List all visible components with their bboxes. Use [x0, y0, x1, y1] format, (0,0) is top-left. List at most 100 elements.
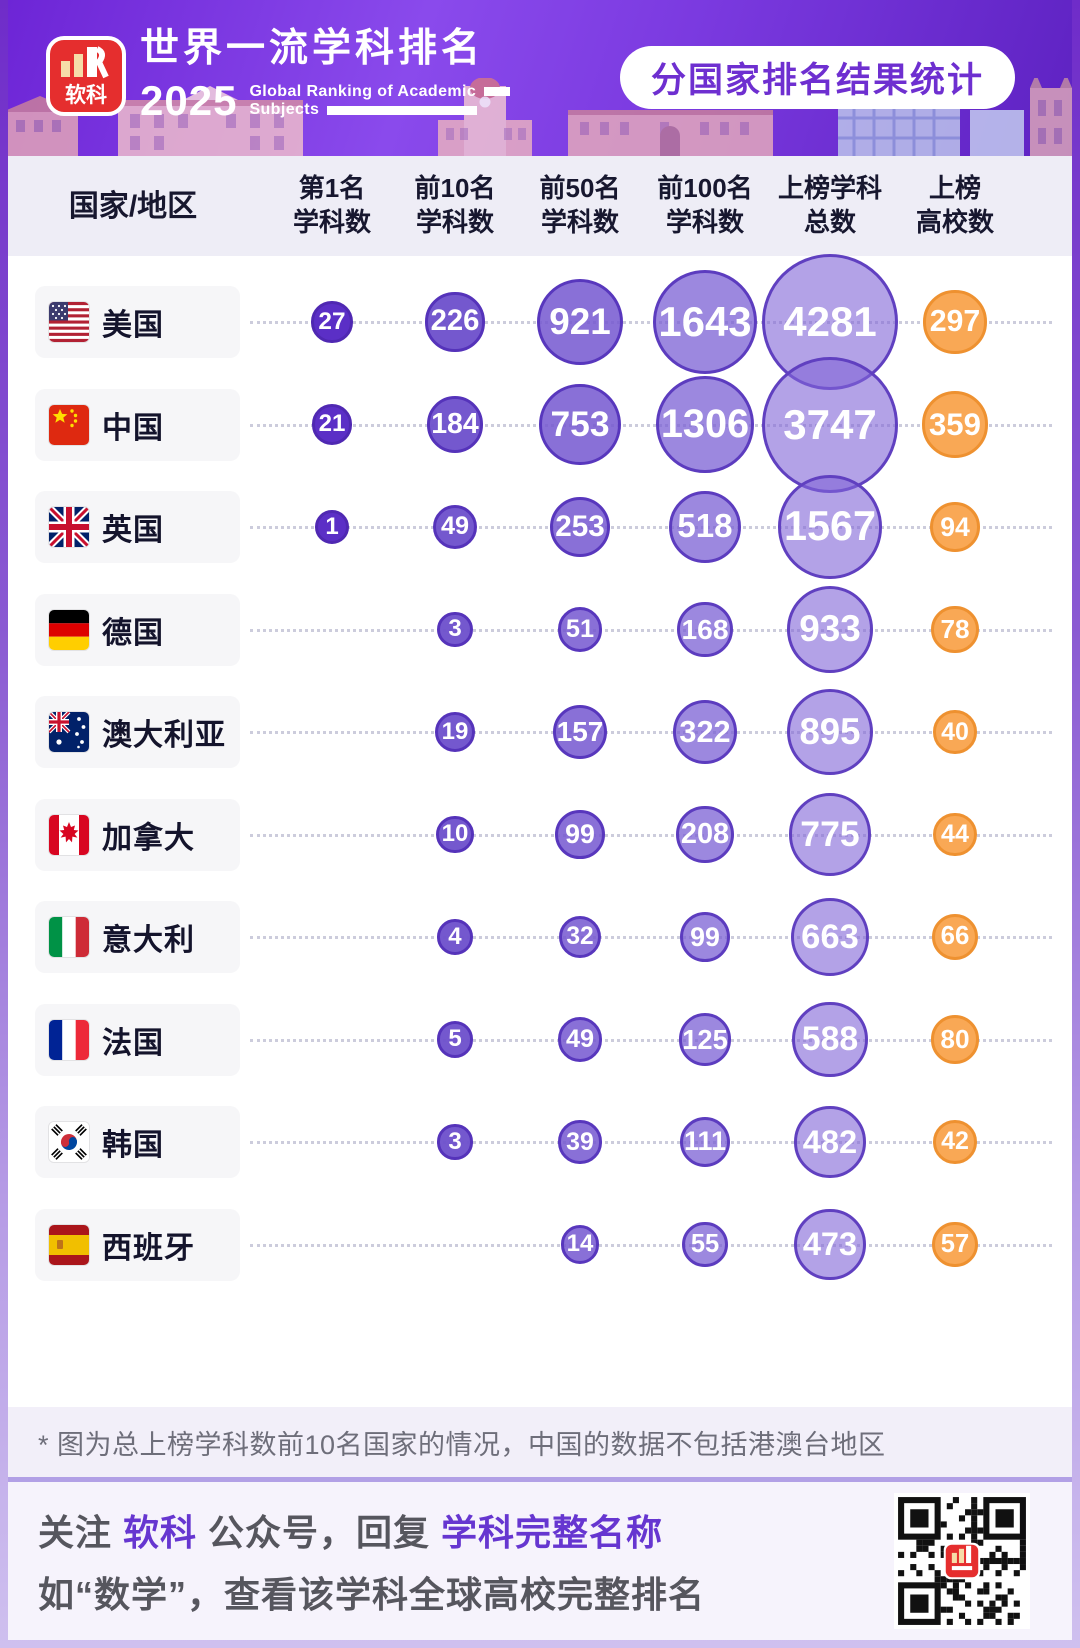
divider-line: [8, 1477, 1072, 1482]
country-chip: 法国: [35, 1003, 240, 1076]
bubble-top100: 518: [668, 490, 742, 564]
bubble-top50: 253: [549, 496, 611, 558]
title-block: 世界一流学科排名 2025 Global Ranking of Academic…: [140, 27, 511, 125]
qr-code: [894, 1493, 1030, 1629]
country-name: 加拿大: [102, 821, 195, 855]
deco-bar-icon: [327, 105, 478, 115]
bubble-total-subjects: 895: [787, 689, 873, 775]
dotted-leader: [250, 628, 1052, 632]
flag-de-icon: [49, 609, 89, 650]
flag-fr-icon: [49, 1019, 89, 1060]
bubble-top10: 226: [425, 292, 485, 352]
title-english-subtitle: Global Ranking of Academic Subjects: [249, 83, 511, 120]
bubble-total-subjects: 663: [790, 897, 870, 977]
bubble-top50: 753: [539, 383, 621, 466]
bubble-total-subjects: 775: [788, 793, 872, 876]
country-name: 韩国: [102, 1129, 164, 1162]
bubble-rank1: 1: [315, 510, 349, 544]
shanghairanking-logo: 软科: [46, 36, 126, 116]
bubble-total-subjects: 588: [792, 1001, 868, 1078]
country-chip: 英国: [35, 491, 240, 563]
footer-line-2: 如“数学”，查看该学科全球高校完整排名: [38, 1574, 706, 1615]
dotted-leader: [250, 936, 1052, 939]
bubble-universities: 66: [931, 913, 979, 961]
dotted-leader: [250, 731, 1052, 734]
table-row: 德国 3 51 168 933 78: [8, 579, 1072, 682]
country-chip: 美国: [35, 286, 240, 358]
bubble-top50: 49: [557, 1017, 603, 1062]
table-row: 加拿大 10 99 208 775 44: [8, 784, 1072, 887]
column-header-country: 国家/地区: [68, 189, 198, 223]
bubble-top50: 32: [558, 915, 602, 959]
footer-line-1: 关注 软科 公众号，回复 学科完整名称: [38, 1512, 664, 1553]
bubble-universities: 359: [921, 391, 989, 458]
column-header-rank1: 第1名 学科数: [292, 173, 371, 237]
column-header-top50: 前50名 学科数: [539, 173, 621, 237]
country-name: 意大利: [102, 924, 195, 957]
bubble-top100: 55: [682, 1221, 728, 1268]
bubble-top10: 3: [437, 611, 473, 648]
bubble-top10: 19: [435, 712, 475, 752]
country-name: 英国: [102, 514, 164, 547]
bubble-top50: 51: [557, 607, 603, 652]
country-chip: 韩国: [35, 1106, 240, 1178]
bubble-top10: 10: [436, 815, 474, 854]
dotted-leader: [250, 1141, 1052, 1144]
bubble-universities: 44: [933, 812, 977, 857]
flag-es-icon: [49, 1224, 89, 1265]
bubble-top100: 99: [680, 912, 730, 962]
table-row: 韩国 3 39 111 482 42: [8, 1091, 1072, 1194]
bubble-top100: 125: [678, 1013, 732, 1066]
country-name: 德国: [102, 616, 164, 650]
footnote-text: * 图为总上榜学科数前10名国家的情况，中国的数据不包括港澳台地区: [38, 1429, 886, 1460]
table-row: 中国 21 184 753 1306 3747 359: [8, 356, 1072, 493]
table-row: 西班牙 14 55 473 57: [8, 1194, 1072, 1297]
logo-brand-text: 软科: [65, 83, 107, 107]
column-header-total-subjects: 上榜学科 总数: [777, 173, 882, 237]
country-name: 西班牙: [102, 1231, 195, 1265]
bubble-top100: 111: [679, 1116, 731, 1168]
bubble-universities: 42: [933, 1120, 977, 1164]
bubble-top50: 14: [560, 1225, 600, 1264]
column-header-top100: 前100名 学科数: [657, 173, 753, 237]
dotted-leader: [250, 423, 1052, 427]
bubble-top100: 322: [672, 699, 738, 765]
bubble-universities: 57: [932, 1221, 978, 1268]
bubble-universities: 40: [933, 710, 977, 754]
page-title: 世界一流学科排名: [140, 27, 485, 70]
bubble-top50: 99: [555, 809, 605, 860]
flag-us-icon: [49, 302, 89, 342]
section-badge: 分国家排名结果统计: [620, 46, 1015, 109]
bubble-top100: 208: [676, 805, 734, 864]
country-chip: 意大利: [35, 901, 240, 973]
flag-it-icon: [49, 917, 89, 957]
bubble-universities: 80: [930, 1015, 980, 1064]
bubble-top100: 168: [677, 601, 733, 658]
table-row: 澳大利亚 19 157 322 895 40: [8, 681, 1072, 784]
country-chip: 中国: [35, 388, 240, 461]
bubble-top50: 921: [536, 278, 624, 366]
country-chip: 加拿大: [35, 798, 240, 871]
bubble-top10: 49: [432, 504, 478, 550]
ranking-year: 2025: [140, 76, 238, 124]
dotted-leader: [250, 1038, 1052, 1042]
bubble-rank1: 27: [311, 301, 353, 343]
dotted-leader: [250, 833, 1052, 837]
table-row: 美国 27 226 921 1643 4281 297: [8, 254, 1072, 390]
column-header-universities: 上榜 高校数: [915, 173, 994, 237]
bubble-top10: 3: [437, 1124, 473, 1160]
bubble-total-subjects: 482: [794, 1106, 866, 1178]
bubble-total-subjects: 473: [794, 1208, 866, 1281]
bubble-top50: 157: [552, 704, 608, 760]
flag-gb-icon: [49, 507, 89, 547]
country-name: 法国: [102, 1026, 164, 1060]
dotted-leader: [250, 526, 1052, 529]
bubble-top10: 4: [437, 919, 473, 955]
table-row: 法国 5 49 125 588 80: [8, 989, 1072, 1092]
column-header-top10: 前10名 学科数: [414, 173, 496, 237]
bubble-universities: 94: [930, 502, 980, 552]
deco-bar-icon: [484, 87, 511, 97]
table-row: 英国 1 49 253 518 1567 94: [8, 475, 1072, 579]
content-frame: 软科 世界一流学科排名 2025 Global Ranking of Acade…: [8, 0, 1072, 1640]
